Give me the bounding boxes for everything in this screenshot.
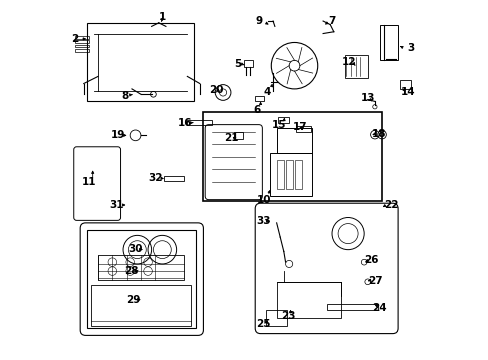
Text: 9: 9: [255, 16, 263, 26]
Text: 24: 24: [371, 303, 386, 313]
Text: 25: 25: [256, 319, 270, 329]
Text: 31: 31: [109, 200, 123, 210]
Text: 8: 8: [121, 91, 128, 101]
Text: 18: 18: [371, 129, 386, 139]
Text: 6: 6: [252, 105, 260, 115]
Text: 1: 1: [159, 13, 165, 22]
Text: 20: 20: [208, 85, 223, 95]
Bar: [276, 128, 312, 153]
Text: 26: 26: [364, 255, 378, 265]
Bar: [269, 153, 312, 196]
Text: 15: 15: [272, 120, 286, 130]
Text: 21: 21: [223, 133, 238, 143]
Text: 29: 29: [125, 296, 140, 305]
Bar: [244, 60, 253, 67]
Text: 22: 22: [384, 200, 398, 210]
Text: 32: 32: [148, 173, 163, 183]
Bar: [344, 55, 367, 78]
Text: 27: 27: [367, 276, 382, 286]
Text: 2: 2: [71, 34, 78, 44]
Bar: [75, 49, 89, 52]
Text: 11: 11: [81, 177, 96, 187]
Bar: [399, 80, 410, 89]
Text: 7: 7: [327, 16, 335, 26]
Bar: [91, 285, 190, 327]
Bar: [276, 160, 283, 189]
Bar: [294, 160, 301, 189]
Bar: [278, 117, 288, 123]
Bar: [75, 40, 89, 43]
Bar: [164, 176, 183, 181]
Text: 4: 4: [263, 87, 270, 98]
Bar: [98, 255, 183, 280]
Text: 23: 23: [280, 311, 295, 321]
Text: 5: 5: [233, 59, 241, 69]
Text: 30: 30: [128, 244, 142, 254]
Bar: [380, 24, 397, 60]
Text: 17: 17: [292, 122, 306, 132]
Bar: [285, 160, 292, 189]
Text: 3: 3: [406, 43, 413, 53]
Text: 33: 33: [256, 216, 270, 226]
Bar: [233, 132, 242, 139]
Text: 13: 13: [360, 93, 374, 103]
Text: 14: 14: [400, 87, 414, 98]
Bar: [255, 96, 264, 102]
Bar: [187, 120, 212, 125]
Text: 10: 10: [256, 195, 271, 204]
Text: 19: 19: [111, 130, 125, 140]
Text: 28: 28: [123, 266, 138, 276]
Bar: [203, 112, 381, 202]
Bar: [276, 282, 340, 318]
Text: 16: 16: [178, 118, 192, 128]
Bar: [265, 310, 287, 327]
Bar: [75, 36, 89, 39]
Bar: [75, 45, 89, 48]
Bar: [326, 304, 378, 310]
Bar: [296, 126, 310, 132]
Text: 12: 12: [341, 57, 356, 67]
